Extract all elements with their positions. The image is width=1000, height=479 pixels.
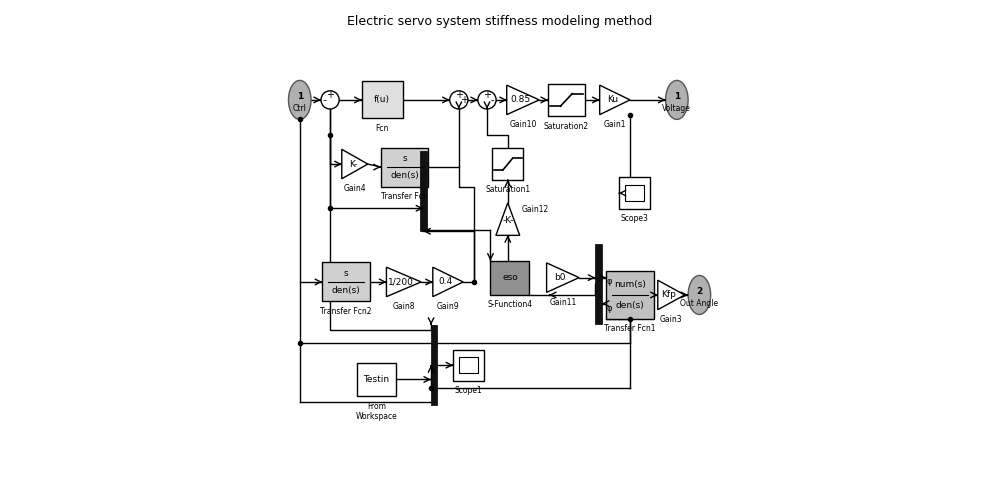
Text: +: + [483, 90, 491, 100]
Text: Transfer Fcn1: Transfer Fcn1 [604, 324, 656, 333]
Text: φ: φ [606, 304, 612, 313]
Text: +: + [455, 90, 463, 100]
Text: 1: 1 [297, 91, 303, 101]
FancyBboxPatch shape [322, 262, 370, 301]
Circle shape [450, 91, 468, 109]
Text: Gain4: Gain4 [343, 184, 366, 194]
Text: φ: φ [606, 276, 612, 285]
Text: eso: eso [502, 273, 518, 282]
FancyBboxPatch shape [362, 81, 403, 118]
Text: Saturation1: Saturation1 [485, 185, 530, 194]
Text: 0.85: 0.85 [510, 95, 530, 104]
Text: Gain11: Gain11 [549, 298, 576, 307]
Circle shape [321, 91, 339, 109]
Text: -: - [323, 95, 327, 105]
Text: Gain1: Gain1 [604, 120, 626, 129]
Text: b0: b0 [554, 273, 566, 282]
Text: Transfer Fcn: Transfer Fcn [381, 192, 428, 201]
Text: -K-: -K- [502, 216, 513, 225]
Text: den(s): den(s) [390, 171, 419, 180]
Text: Scope3: Scope3 [620, 214, 648, 223]
Text: f(u): f(u) [374, 95, 390, 104]
Text: Gain3: Gain3 [660, 315, 683, 324]
Text: num(s): num(s) [614, 280, 646, 289]
FancyBboxPatch shape [453, 350, 484, 381]
Text: s: s [344, 269, 348, 278]
Text: Out Angle: Out Angle [680, 299, 718, 308]
Bar [595, 244, 602, 324]
Text: 1: 1 [674, 91, 680, 101]
Polygon shape [433, 267, 463, 297]
Text: den(s): den(s) [616, 301, 644, 310]
Text: -: - [491, 95, 494, 105]
FancyBboxPatch shape [490, 261, 529, 295]
Text: S-Function4: S-Function4 [487, 300, 533, 309]
Polygon shape [547, 263, 579, 292]
Text: From
Workspace: From Workspace [356, 402, 397, 422]
Text: +: + [460, 95, 468, 105]
FancyBboxPatch shape [459, 357, 478, 373]
FancyBboxPatch shape [619, 178, 650, 209]
Text: Scope1: Scope1 [455, 387, 483, 395]
Text: Testin: Testin [363, 375, 390, 384]
Bar [420, 151, 427, 231]
Title: Electric servo system stiffness modeling method: Electric servo system stiffness modeling… [347, 15, 653, 28]
Text: Gain10: Gain10 [509, 120, 537, 129]
FancyBboxPatch shape [492, 148, 523, 180]
FancyBboxPatch shape [357, 363, 396, 397]
FancyBboxPatch shape [625, 185, 644, 201]
FancyBboxPatch shape [548, 84, 585, 116]
Text: Ku: Ku [607, 95, 618, 104]
Text: Voltage: Voltage [662, 104, 691, 113]
Ellipse shape [666, 80, 688, 119]
Text: K-: K- [349, 160, 357, 169]
FancyBboxPatch shape [606, 271, 654, 319]
Polygon shape [600, 85, 630, 114]
Polygon shape [386, 267, 421, 297]
Text: Gain8: Gain8 [393, 302, 415, 311]
FancyBboxPatch shape [381, 148, 428, 187]
Text: +: + [326, 90, 334, 100]
Text: 0.4: 0.4 [438, 277, 453, 286]
Text: s: s [402, 154, 407, 163]
Text: Kfp: Kfp [662, 290, 676, 299]
Text: Fcn: Fcn [375, 124, 389, 133]
Polygon shape [507, 85, 539, 114]
Ellipse shape [288, 80, 311, 119]
Text: 1/200: 1/200 [388, 277, 414, 286]
Circle shape [478, 91, 496, 109]
Ellipse shape [688, 275, 711, 314]
Text: den(s): den(s) [332, 286, 361, 295]
Polygon shape [658, 280, 685, 310]
Text: Saturation2: Saturation2 [544, 122, 589, 131]
Text: Gain12: Gain12 [522, 205, 549, 214]
Text: Gain9: Gain9 [437, 302, 459, 311]
Text: Ctrl: Ctrl [293, 104, 307, 113]
Bar [431, 325, 437, 405]
Polygon shape [342, 149, 368, 179]
Polygon shape [496, 203, 520, 235]
Text: Transfer Fcn2: Transfer Fcn2 [320, 307, 372, 316]
Text: 2: 2 [696, 286, 703, 296]
